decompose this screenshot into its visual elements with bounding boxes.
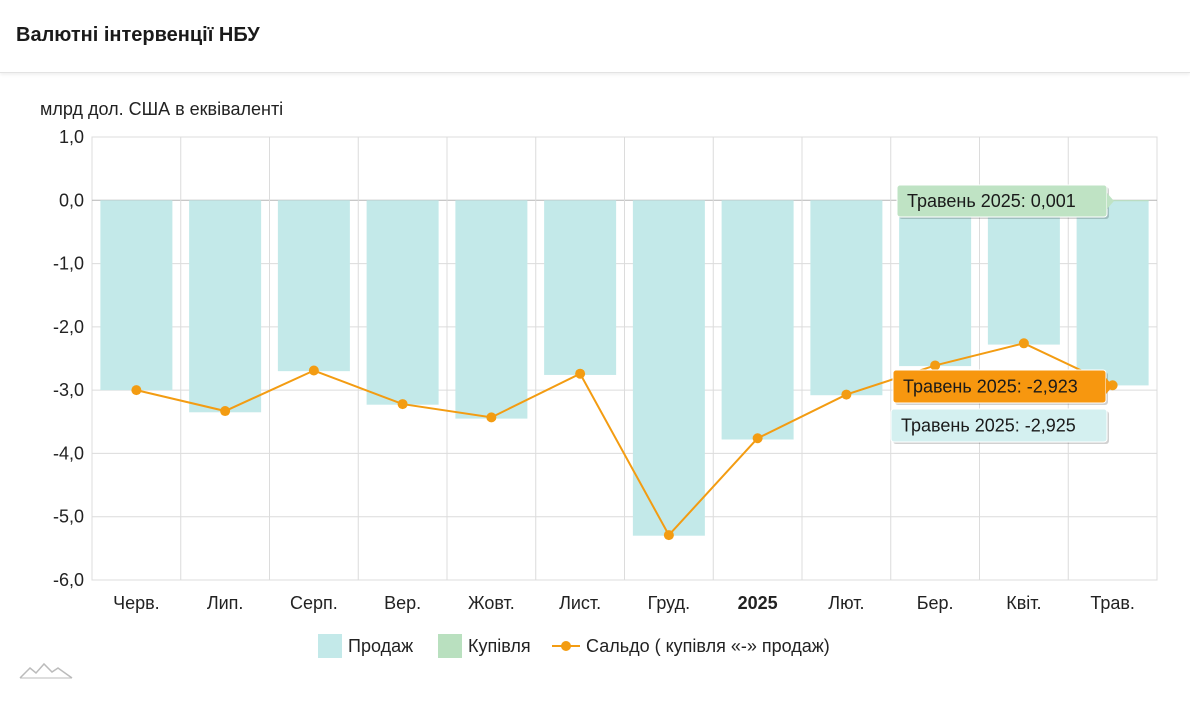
y-tick-label: -4,0 (53, 443, 84, 463)
x-tick-label: Квіт. (1006, 593, 1041, 613)
balance-point (397, 399, 408, 410)
y-tick-label: -3,0 (53, 380, 84, 400)
balance-point (575, 368, 586, 379)
bar-sale (721, 200, 794, 440)
svg-text:Травень 2025: -2,925: Травень 2025: -2,925 (901, 416, 1076, 436)
bar-sale (987, 200, 1060, 345)
x-tick-label: Серп. (290, 593, 338, 613)
bar-sale (632, 200, 705, 536)
header-bar: Валютні інтервенції НБУ (0, 0, 1190, 73)
balance-point (486, 412, 497, 423)
tooltip-sale: Травень 2025: -2,925 (890, 408, 1109, 444)
x-tick-label: Трав. (1090, 593, 1135, 613)
balance-point (752, 433, 763, 444)
x-tick-label: Жовт. (468, 593, 515, 613)
x-tick-label: Черв. (113, 593, 160, 613)
bar-sale (899, 200, 972, 367)
balance-line (136, 342, 1114, 537)
bar-sale (810, 200, 883, 396)
legend-item-sale[interactable]: Продаж (318, 632, 413, 660)
x-tick-label: 2025 (738, 593, 778, 613)
x-tick-label: Бер. (917, 593, 954, 613)
page-title: Валютні інтервенції НБУ (16, 24, 260, 46)
svg-text:Травень 2025: 0,001: Травень 2025: 0,001 (907, 191, 1076, 211)
legend-swatch-purchase (438, 634, 462, 658)
legend-swatch-sale (318, 634, 342, 658)
bar-sale (277, 200, 350, 372)
bar-sale (1076, 200, 1149, 386)
tooltip-balance: Травень 2025: -2,923 (892, 369, 1113, 405)
legend-item-balance[interactable]: Сальдо ( купівля «-» продаж) (552, 632, 830, 660)
y-tick-label: 1,0 (59, 127, 84, 147)
x-tick-label: Груд. (648, 593, 690, 613)
y-axis-unit-label: млрд дол. США в еквіваленті (40, 99, 284, 119)
balance-point (663, 530, 674, 541)
balance-point (930, 360, 941, 371)
y-tick-label: -6,0 (53, 570, 84, 590)
y-tick-label: -5,0 (53, 507, 84, 527)
balance-point (1018, 338, 1029, 349)
y-tick-label: -1,0 (53, 254, 84, 274)
svg-text:Травень 2025: -2,923: Травень 2025: -2,923 (903, 377, 1078, 397)
mountain-logo-icon (19, 662, 73, 679)
legend-label-sale: Продаж (348, 635, 414, 656)
balance-point (131, 385, 142, 396)
bar-sale (366, 200, 439, 405)
y-tick-label: 0,0 (59, 190, 84, 210)
x-tick-label: Лист. (559, 593, 601, 613)
legend-label-purchase: Купівля (468, 635, 531, 656)
chart-legend: Продаж Купівля Сальдо ( купівля «-» прод… (0, 632, 1190, 662)
x-tick-label: Лип. (207, 593, 244, 613)
x-tick-label: Вер. (384, 593, 421, 613)
legend-label-balance: Сальдо ( купівля «-» продаж) (586, 635, 830, 656)
tooltip-purchase: Травень 2025: 0,001 (896, 184, 1114, 219)
legend-item-purchase[interactable]: Купівля (438, 632, 531, 660)
balance-point (841, 389, 852, 400)
x-tick-label: Лют. (828, 593, 864, 613)
bar-sale (189, 200, 262, 413)
legend-swatch-balance (552, 641, 580, 651)
y-tick-label: -2,0 (53, 317, 84, 337)
balance-point (308, 365, 319, 376)
bar-sale (544, 200, 617, 375)
balance-point (220, 406, 231, 417)
bar-sale (100, 200, 173, 391)
bar-sale (455, 200, 528, 419)
